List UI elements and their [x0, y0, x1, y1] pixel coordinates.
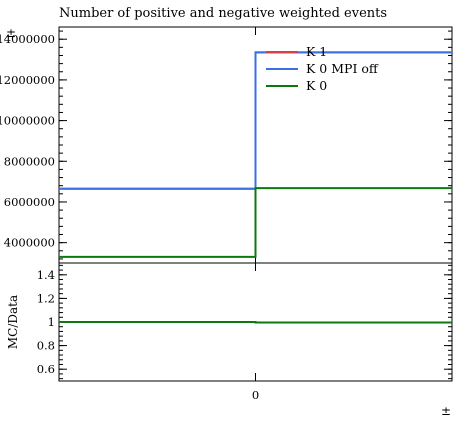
- y-tick-label: 12000000: [0, 73, 55, 87]
- legend-label-k-0-mpi-off: K 0 MPI off: [306, 61, 379, 76]
- y-tick-label: 6000000: [4, 195, 55, 209]
- legend-label-k-0: K 0: [306, 78, 327, 93]
- series-line-k-0: [59, 187, 452, 258]
- y-tick-label: 0.8: [37, 339, 55, 353]
- y-tick-label: 10000000: [0, 114, 55, 128]
- y-tick-label: 14000000: [0, 32, 55, 46]
- ratio-panel: 0.6 0.8 1 1.2 1.4: [37, 262, 453, 382]
- main-y-axis-label: ±: [6, 26, 16, 40]
- ratio-y-axis-label: MC/Data: [6, 295, 20, 349]
- y-tick-label: 1: [48, 315, 55, 329]
- y-tick-label: 0.6: [37, 362, 55, 376]
- y-tick-label: 1.4: [37, 268, 55, 282]
- x-tick-label: 0: [252, 388, 259, 402]
- x-axis-label: ±: [441, 404, 451, 418]
- y-tick-label: 4000000: [4, 236, 55, 250]
- main-panel: 4000000 6000000 8000000 10000000 12000000 140…: [0, 26, 453, 264]
- legend-label-k-1: K 1: [306, 44, 327, 59]
- legend: K 1 K 0 MPI off K 0: [266, 44, 379, 93]
- y-tick-label: 8000000: [4, 154, 55, 168]
- series-line-k-0-mpi-off: [59, 51, 452, 190]
- chart-title: Number of positive and negative weighted…: [59, 6, 387, 21]
- y-tick-label: 1.2: [37, 291, 55, 305]
